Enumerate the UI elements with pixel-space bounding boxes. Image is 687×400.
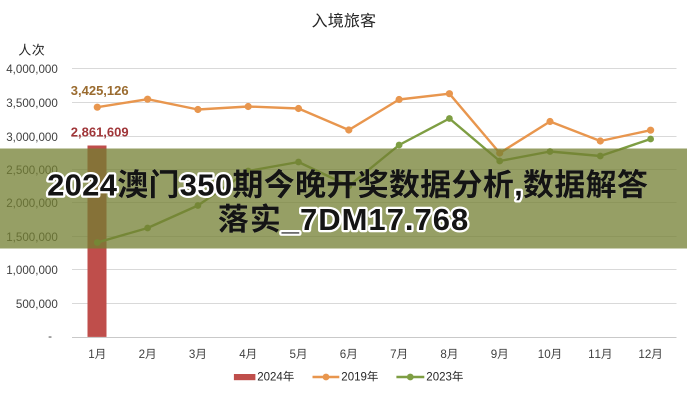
- svg-text:2024: 2024: [257, 372, 283, 384]
- svg-text:1: 1: [368, 202, 385, 237]
- svg-text:3: 3: [180, 168, 197, 203]
- svg-text:,: ,: [514, 168, 523, 203]
- svg-text:10: 10: [538, 348, 551, 361]
- svg-text:11: 11: [588, 348, 601, 361]
- svg-text:_: _: [281, 202, 300, 237]
- svg-text:0: 0: [65, 168, 82, 203]
- svg-text:4: 4: [239, 348, 246, 361]
- svg-text:3,000,000: 3,000,000: [6, 131, 58, 144]
- svg-text:3,500,000: 3,500,000: [6, 97, 58, 110]
- svg-text:5: 5: [290, 348, 296, 361]
- svg-text:500,000: 500,000: [16, 298, 58, 311]
- svg-text:4,000,000: 4,000,000: [6, 63, 58, 76]
- svg-text:7: 7: [415, 202, 432, 237]
- svg-text:7: 7: [387, 202, 404, 237]
- svg-text:-: -: [48, 330, 52, 343]
- svg-text:M: M: [342, 202, 368, 237]
- svg-text:6: 6: [340, 348, 346, 361]
- svg-text:7: 7: [300, 202, 317, 237]
- svg-text:12: 12: [638, 348, 651, 361]
- svg-text:5: 5: [197, 168, 214, 203]
- svg-text:0: 0: [215, 168, 232, 203]
- svg-text:3,425,126: 3,425,126: [71, 83, 129, 98]
- svg-text:6: 6: [433, 202, 450, 237]
- svg-text:3: 3: [189, 348, 195, 361]
- svg-text:1,000,000: 1,000,000: [6, 264, 58, 277]
- svg-text:2: 2: [47, 168, 64, 203]
- svg-text:2,861,609: 2,861,609: [71, 125, 129, 140]
- svg-text:8: 8: [440, 348, 446, 361]
- svg-text:7: 7: [390, 348, 396, 361]
- svg-text:1: 1: [88, 348, 94, 361]
- svg-text:D: D: [318, 202, 340, 237]
- svg-text:4: 4: [100, 168, 118, 203]
- svg-text:2: 2: [82, 168, 99, 203]
- svg-text:8: 8: [451, 202, 468, 237]
- svg-text:9: 9: [491, 348, 497, 361]
- svg-text:2: 2: [139, 348, 145, 361]
- svg-text:2019: 2019: [341, 372, 367, 384]
- svg-text:2023: 2023: [426, 372, 452, 384]
- svg-text:.: .: [405, 202, 414, 237]
